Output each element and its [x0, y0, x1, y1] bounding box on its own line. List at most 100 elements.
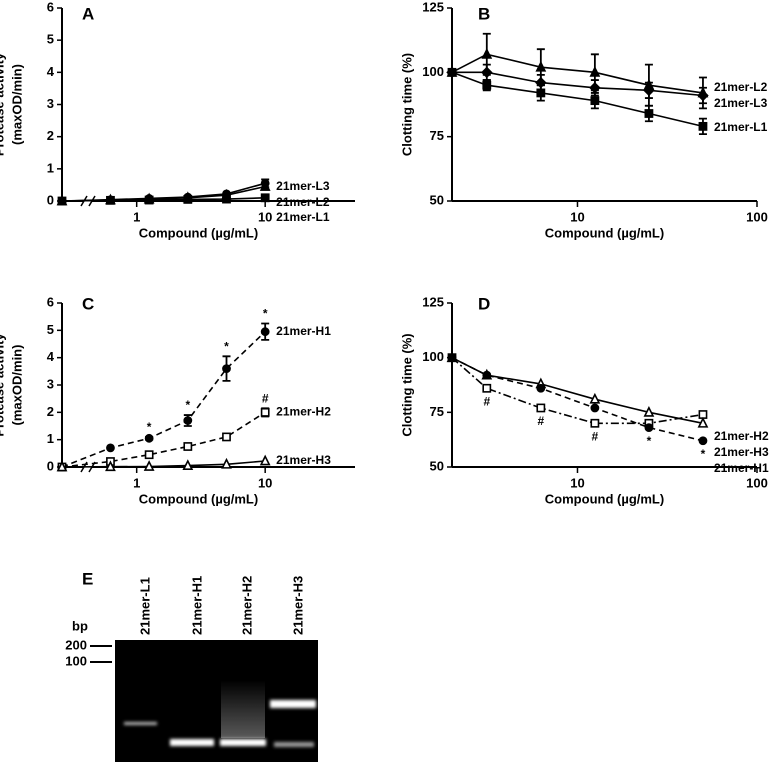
point [260, 407, 270, 417]
point [144, 433, 154, 443]
x-tick-label: 100 [746, 209, 768, 224]
ladder-label: 200 [65, 637, 87, 652]
y-tick-label: 1 [47, 160, 54, 175]
point-annotation: * [224, 339, 229, 353]
point-annotation: # [483, 394, 490, 408]
gel-panel: E bp 200 100 21mer-L1 21mer-H1 21mer-H2 … [65, 569, 318, 762]
series-label: 21mer-L2 [714, 80, 768, 94]
panel-letter: C [82, 294, 94, 313]
band [274, 742, 314, 747]
lane-label: 21mer-H3 [290, 576, 305, 635]
point [57, 196, 67, 206]
y-axis-label: Protease activity [0, 333, 6, 437]
series-label: 21mer-L3 [714, 96, 768, 110]
point [222, 432, 231, 442]
point [143, 460, 155, 471]
unit-label: bp [72, 618, 88, 633]
point-annotation: * [263, 307, 268, 321]
series-label: 21mer-H1 [276, 324, 331, 338]
series-line [451, 357, 704, 425]
point [481, 66, 493, 79]
smear [221, 680, 265, 738]
y-tick-label: 125 [422, 0, 444, 14]
point [481, 47, 493, 59]
series-label: 21mer-L3 [276, 179, 330, 193]
point [259, 454, 271, 466]
point [221, 457, 232, 469]
series-label: 21mer-H3 [276, 453, 331, 467]
y-tick-label: 4 [47, 64, 55, 79]
point [697, 416, 709, 428]
series-line [61, 460, 266, 468]
y-tick-label: 6 [47, 294, 54, 309]
point [697, 89, 709, 102]
y-tick-label: 75 [430, 128, 444, 143]
point [222, 194, 231, 204]
y-axis-label: Protease activity [0, 52, 6, 156]
panel-letter: B [478, 4, 490, 23]
point [482, 383, 492, 393]
x-axis-label: Compound (µg/mL) [545, 225, 664, 240]
point [183, 194, 193, 204]
x-tick-label: 1 [133, 475, 140, 490]
panel-letter: D [478, 294, 490, 313]
point [698, 436, 708, 446]
y-axis-label: Clotting time (%) [399, 53, 414, 156]
x-axis-label: Compound (µg/mL) [139, 225, 258, 240]
series-line [451, 71, 704, 128]
point-annotation: # [262, 391, 269, 405]
y-tick-label: 5 [47, 322, 54, 337]
point [644, 423, 654, 433]
point [590, 96, 600, 106]
series-line [61, 197, 266, 202]
y-tick-label: 50 [430, 192, 444, 207]
point [482, 80, 492, 90]
series-label: 21mer-H2 [714, 429, 769, 443]
point [260, 193, 270, 203]
point [222, 364, 231, 373]
point [56, 460, 68, 472]
y-tick-label: 3 [47, 376, 54, 391]
series-label: 21mer-L1 [276, 210, 330, 224]
point-annotation: * [147, 420, 152, 434]
point [105, 460, 116, 472]
y-tick-label: 100 [422, 64, 444, 79]
point-annotation: * [647, 434, 652, 448]
point [590, 403, 600, 413]
point [260, 327, 270, 337]
point-annotation: * [185, 398, 190, 412]
y-tick-label: 4 [47, 349, 55, 364]
series-label: 21mer-H3 [714, 445, 769, 459]
x-tick-label: 10 [258, 475, 272, 490]
point [259, 180, 271, 191]
band [220, 739, 266, 746]
point [643, 84, 655, 97]
y-tick-label: 1 [47, 431, 54, 446]
y-tick-label: 50 [430, 458, 444, 473]
ladder-label: 100 [65, 653, 87, 668]
point [644, 109, 654, 118]
y-tick-label: 100 [422, 349, 444, 364]
point [535, 60, 547, 72]
point [589, 392, 601, 404]
x-tick-label: 10 [570, 209, 584, 224]
y-axis-label: Clotting time (%) [399, 333, 414, 436]
y-tick-label: 3 [47, 96, 54, 111]
y-tick-label: 6 [47, 0, 54, 14]
series-line [61, 411, 266, 468]
y-tick-label: 2 [47, 128, 54, 143]
y-tick-label: 0 [47, 458, 54, 473]
point [698, 121, 708, 131]
y-tick-label: 2 [47, 404, 54, 419]
point-annotation: # [592, 429, 599, 443]
point-annotation: # [537, 414, 544, 428]
point [536, 403, 546, 413]
series-label: 21mer-H1 [714, 461, 769, 475]
y-axis-label: (maxOD/min) [9, 345, 24, 426]
x-axis-label: Compound (µg/mL) [139, 491, 258, 506]
x-tick-label: 10 [570, 475, 584, 490]
x-tick-label: 10 [258, 209, 272, 224]
point [144, 195, 154, 205]
point [183, 442, 193, 451]
